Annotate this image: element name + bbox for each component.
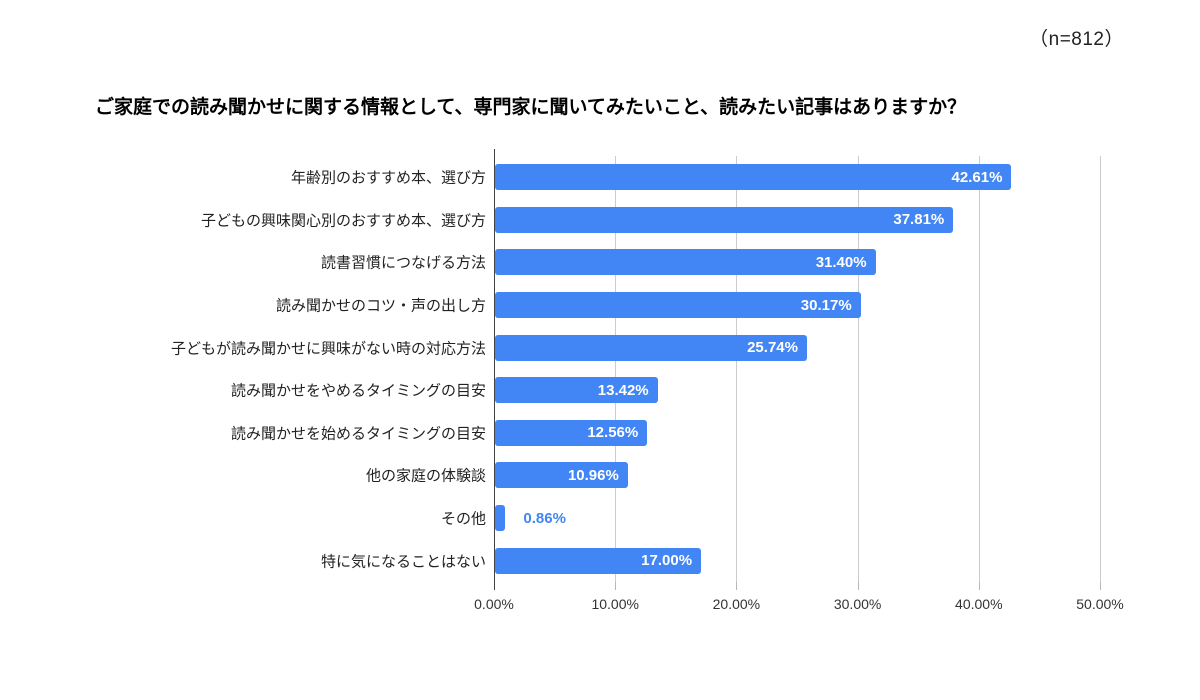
bar-row: 子どもが読み聞かせに興味がない時の対応方法 25.74% <box>0 326 1200 369</box>
bar: 37.81% <box>495 206 954 233</box>
x-axis-tick-label: 0.00% <box>474 596 514 612</box>
bar-value-label: 10.96% <box>567 466 619 484</box>
bar-row: その他 0.86% <box>0 497 1200 540</box>
bar: 25.74% <box>495 334 807 361</box>
category-label: 年齢別のおすすめ本、選び方 <box>290 169 486 187</box>
bar: 42.61% <box>495 164 1012 191</box>
category-label: 読み聞かせのコツ・声の出し方 <box>275 297 486 315</box>
x-axis-tick-label: 20.00% <box>712 596 761 612</box>
bar-value-label: 42.61% <box>951 168 1003 186</box>
gridline <box>736 156 738 582</box>
x-axis-tick-label: 50.00% <box>1076 596 1124 612</box>
x-axis-tick <box>615 582 617 590</box>
category-label: 読み聞かせを始めるタイミングの目安 <box>230 425 486 443</box>
x-axis-tick <box>978 582 980 590</box>
bar-row: 読み聞かせをやめるタイミングの目安 13.42% <box>0 369 1200 412</box>
plot-area: 年齢別のおすすめ本、選び方 42.61% 子どもの興味関心別のおすすめ本、選び方 37… <box>171 149 1101 590</box>
category-label: 読書習慣につなげる方法 <box>320 254 486 272</box>
bar-row: 子どもの興味関心別のおすすめ本、選び方 37.81% <box>0 199 1200 242</box>
bar: 0.86% <box>495 505 566 532</box>
x-axis-tick-label: 40.00% <box>955 596 1003 612</box>
bar: 12.56% <box>495 419 648 446</box>
bar-value-label: 12.56% <box>587 424 639 442</box>
bar: 17.00% <box>495 547 702 574</box>
bar-rows: 年齢別のおすすめ本、選び方 42.61% 子どもの興味関心別のおすすめ本、選び方 37… <box>0 156 1200 582</box>
x-axis-tick-label: 10.00% <box>591 596 639 612</box>
bar-row: 読み聞かせのコツ・声の出し方 30.17% <box>0 284 1200 327</box>
bar-row: 読書習慣につなげる方法 31.40% <box>0 241 1200 284</box>
category-label: 読み聞かせをやめるタイミングの目安 <box>230 382 486 400</box>
x-axis-tick <box>1100 582 1101 590</box>
bar-value-label: 17.00% <box>641 552 693 570</box>
bar: 31.40% <box>495 249 876 276</box>
gridline <box>615 156 617 582</box>
category-label: 他の家庭の体験談 <box>365 467 486 485</box>
category-label: その他 <box>440 510 486 528</box>
bar-value-label: 13.42% <box>597 381 649 399</box>
category-label: 特に気になることはない <box>320 553 486 571</box>
bar-value-label: 25.74% <box>747 339 798 357</box>
category-label: 子どもの興味関心別のおすすめ本、選び方 <box>200 212 486 230</box>
y-axis-line <box>494 149 495 590</box>
bar-row: 読み聞かせを始めるタイミングの目安 12.56% <box>0 412 1200 455</box>
sample-size-label: （n=812） <box>1029 29 1124 50</box>
gridline <box>978 156 980 582</box>
x-axis: 0.00% 10.00% 20.00% 30.00% 40.00% 50.00% <box>474 596 1124 616</box>
bar-value-label: 0.86% <box>523 509 566 527</box>
bar-value-label: 30.17% <box>800 296 852 314</box>
bar-value-label: 31.40% <box>815 253 867 271</box>
bar-row: 年齢別のおすすめ本、選び方 42.61% <box>0 156 1200 199</box>
category-label: 子どもが読み聞かせに興味がない時の対応方法 <box>170 340 486 358</box>
x-axis-tick <box>736 582 738 590</box>
bar-value-label: 37.81% <box>893 211 945 229</box>
gridline <box>1100 156 1101 582</box>
bar: 13.42% <box>495 377 658 404</box>
bar-row: 他の家庭の体験談 10.96% <box>0 454 1200 497</box>
bar-row: 特に気になることはない 17.00% <box>0 539 1200 582</box>
chart-title: ご家庭での読み聞かせに関する情報として、専門家に聞いてみたいこと、読みたい記事は… <box>95 97 967 118</box>
x-axis-tick-label: 30.00% <box>833 596 882 612</box>
x-axis-tick <box>857 582 859 590</box>
gridline <box>857 156 859 582</box>
bar: 30.17% <box>495 292 861 319</box>
bar: 10.96% <box>495 462 628 489</box>
